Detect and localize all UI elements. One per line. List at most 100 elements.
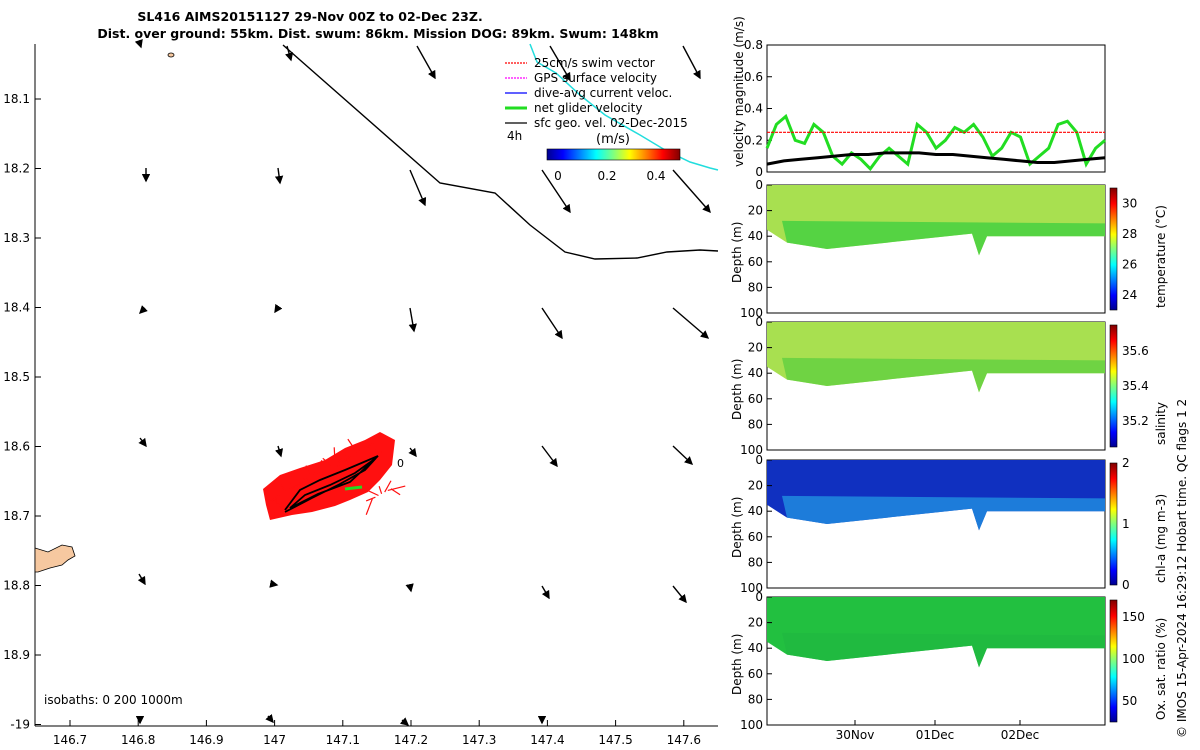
velocity-ylabel: velocity magnitude (m/s)	[732, 16, 746, 167]
depth-tick-label: 20	[748, 479, 763, 493]
depth-ylabel: Depth (m)	[730, 359, 744, 420]
title-line1: SL416 AIMS20151127 29-Nov 00Z to 02-Dec …	[137, 9, 482, 24]
isobath-1000m	[282, 44, 719, 260]
swim-vector	[364, 488, 379, 497]
geo-vector	[672, 445, 694, 465]
depth-tick-label: 100	[740, 581, 763, 595]
colorbar-tick-label: 100	[1122, 652, 1145, 666]
swim-vector	[342, 451, 354, 455]
colorbar-tick-label: 2	[1122, 456, 1130, 470]
geo-vector	[408, 447, 417, 458]
lat-tick-label: 18.5	[3, 370, 30, 384]
geo-vector	[274, 167, 284, 185]
colorbar-tick-label: 50	[1122, 694, 1137, 708]
net-glider-velocity-arrow	[344, 485, 363, 491]
swim-vector	[316, 471, 328, 476]
geo-vector	[549, 45, 571, 82]
lat-tick-label: 18.9	[3, 648, 30, 662]
swim-vector	[317, 469, 327, 482]
swim-vector	[299, 475, 308, 481]
geo-vector	[285, 45, 294, 62]
swim-vector	[294, 485, 307, 491]
colorbar-tick-label: 35.2	[1122, 414, 1149, 428]
geo-vector	[405, 583, 414, 593]
geo-vector	[269, 579, 279, 588]
depth-tick-label: 20	[748, 204, 763, 218]
velocity-axes	[766, 44, 1106, 173]
depth-ylabel: Depth (m)	[730, 497, 744, 558]
panel-colorbar	[1109, 462, 1118, 586]
colorbar-tick-label: 35.4	[1122, 379, 1149, 393]
coastline	[34, 544, 76, 573]
lat-tick-label: 18.3	[3, 231, 30, 245]
swim-vector	[362, 441, 376, 450]
legend-label: 25cm/s swim vector	[534, 56, 655, 70]
velocity-y-tick-label: 0	[755, 165, 763, 179]
lat-tick-label: 18.1	[3, 92, 30, 106]
swim-vector	[378, 486, 383, 494]
geo-vector	[541, 169, 571, 214]
colorbar-label: Ox. sat. ratio (%)	[1154, 618, 1168, 720]
depth-tick-label: 100	[740, 443, 763, 457]
geo-vector	[541, 307, 563, 340]
geo-vector	[274, 445, 284, 458]
swim-vector	[337, 454, 346, 464]
sfc-geo-velocity-vectors	[134, 39, 711, 726]
velocity-y-tick-label: 0.4	[744, 102, 763, 116]
panel-colorbar	[1109, 324, 1118, 448]
swim-vector	[309, 467, 329, 471]
depth-tick-label: 100	[740, 306, 763, 320]
swim-vector	[272, 497, 283, 509]
depth-tick-label: 80	[748, 417, 763, 431]
swim-vector	[312, 460, 323, 477]
depth-tick-label: 60	[748, 530, 763, 544]
depth-tick-label: 40	[748, 641, 763, 655]
depth-tick-label: 40	[748, 504, 763, 518]
depth-tick-label: 40	[748, 366, 763, 380]
depth-tick-label: 20	[748, 616, 763, 630]
time-tick-label: 02Dec	[1001, 728, 1040, 742]
geo-vector	[265, 713, 274, 724]
colorbar-tick: 0.2	[597, 169, 616, 183]
geo-vector	[541, 585, 550, 600]
swim-vector	[266, 490, 283, 494]
colorbar-label: chl-a (mg m-3)	[1154, 494, 1168, 583]
geo-vector	[672, 169, 711, 214]
time-tick-label: 01Dec	[916, 728, 955, 742]
geo-vector	[139, 305, 148, 314]
lon-tick-label: 147.3	[462, 733, 496, 747]
velocity-y-tick-label: 0.8	[744, 38, 763, 52]
swim-vector	[336, 455, 351, 468]
lat-tick-label: 18.2	[3, 162, 30, 176]
swim-vector	[368, 445, 375, 457]
depth-tick-label: 0	[755, 453, 763, 467]
profile-deep-layer	[782, 357, 1105, 393]
geo-vector	[409, 169, 427, 207]
lat-tick-label: 18.4	[3, 301, 30, 315]
geo-vector	[672, 307, 710, 339]
panel-colorbar	[1109, 599, 1118, 723]
depth-tick-label: 0	[755, 590, 763, 604]
geo-vector	[541, 445, 558, 468]
lon-tick-label: 147.4	[530, 733, 564, 747]
swim-vector	[322, 457, 333, 467]
credit-text: © IMOS 15-Apr-2024 16:29:12 Hobart time.…	[1175, 399, 1189, 738]
colorbar-label: salinity	[1154, 402, 1168, 445]
lon-tick-label: 147.1	[326, 733, 360, 747]
swim-vector	[297, 482, 302, 493]
geo-vector	[137, 573, 146, 586]
lon-tick-label: 146.7	[53, 733, 87, 747]
time-marker: 4h	[507, 129, 522, 143]
swim-vector	[387, 485, 406, 491]
colorbar-tick-label: 28	[1122, 227, 1137, 241]
swim-vector	[345, 457, 349, 471]
swim-vector-spikes	[266, 438, 406, 515]
depth-tick-label: 80	[748, 692, 763, 706]
colorbar-tick-label: 35.6	[1122, 344, 1149, 358]
depth-tick-label: 20	[748, 341, 763, 355]
lat-tick-label: 18.8	[3, 579, 30, 593]
depth-ylabel: Depth (m)	[730, 634, 744, 695]
swim-vector	[390, 488, 401, 496]
